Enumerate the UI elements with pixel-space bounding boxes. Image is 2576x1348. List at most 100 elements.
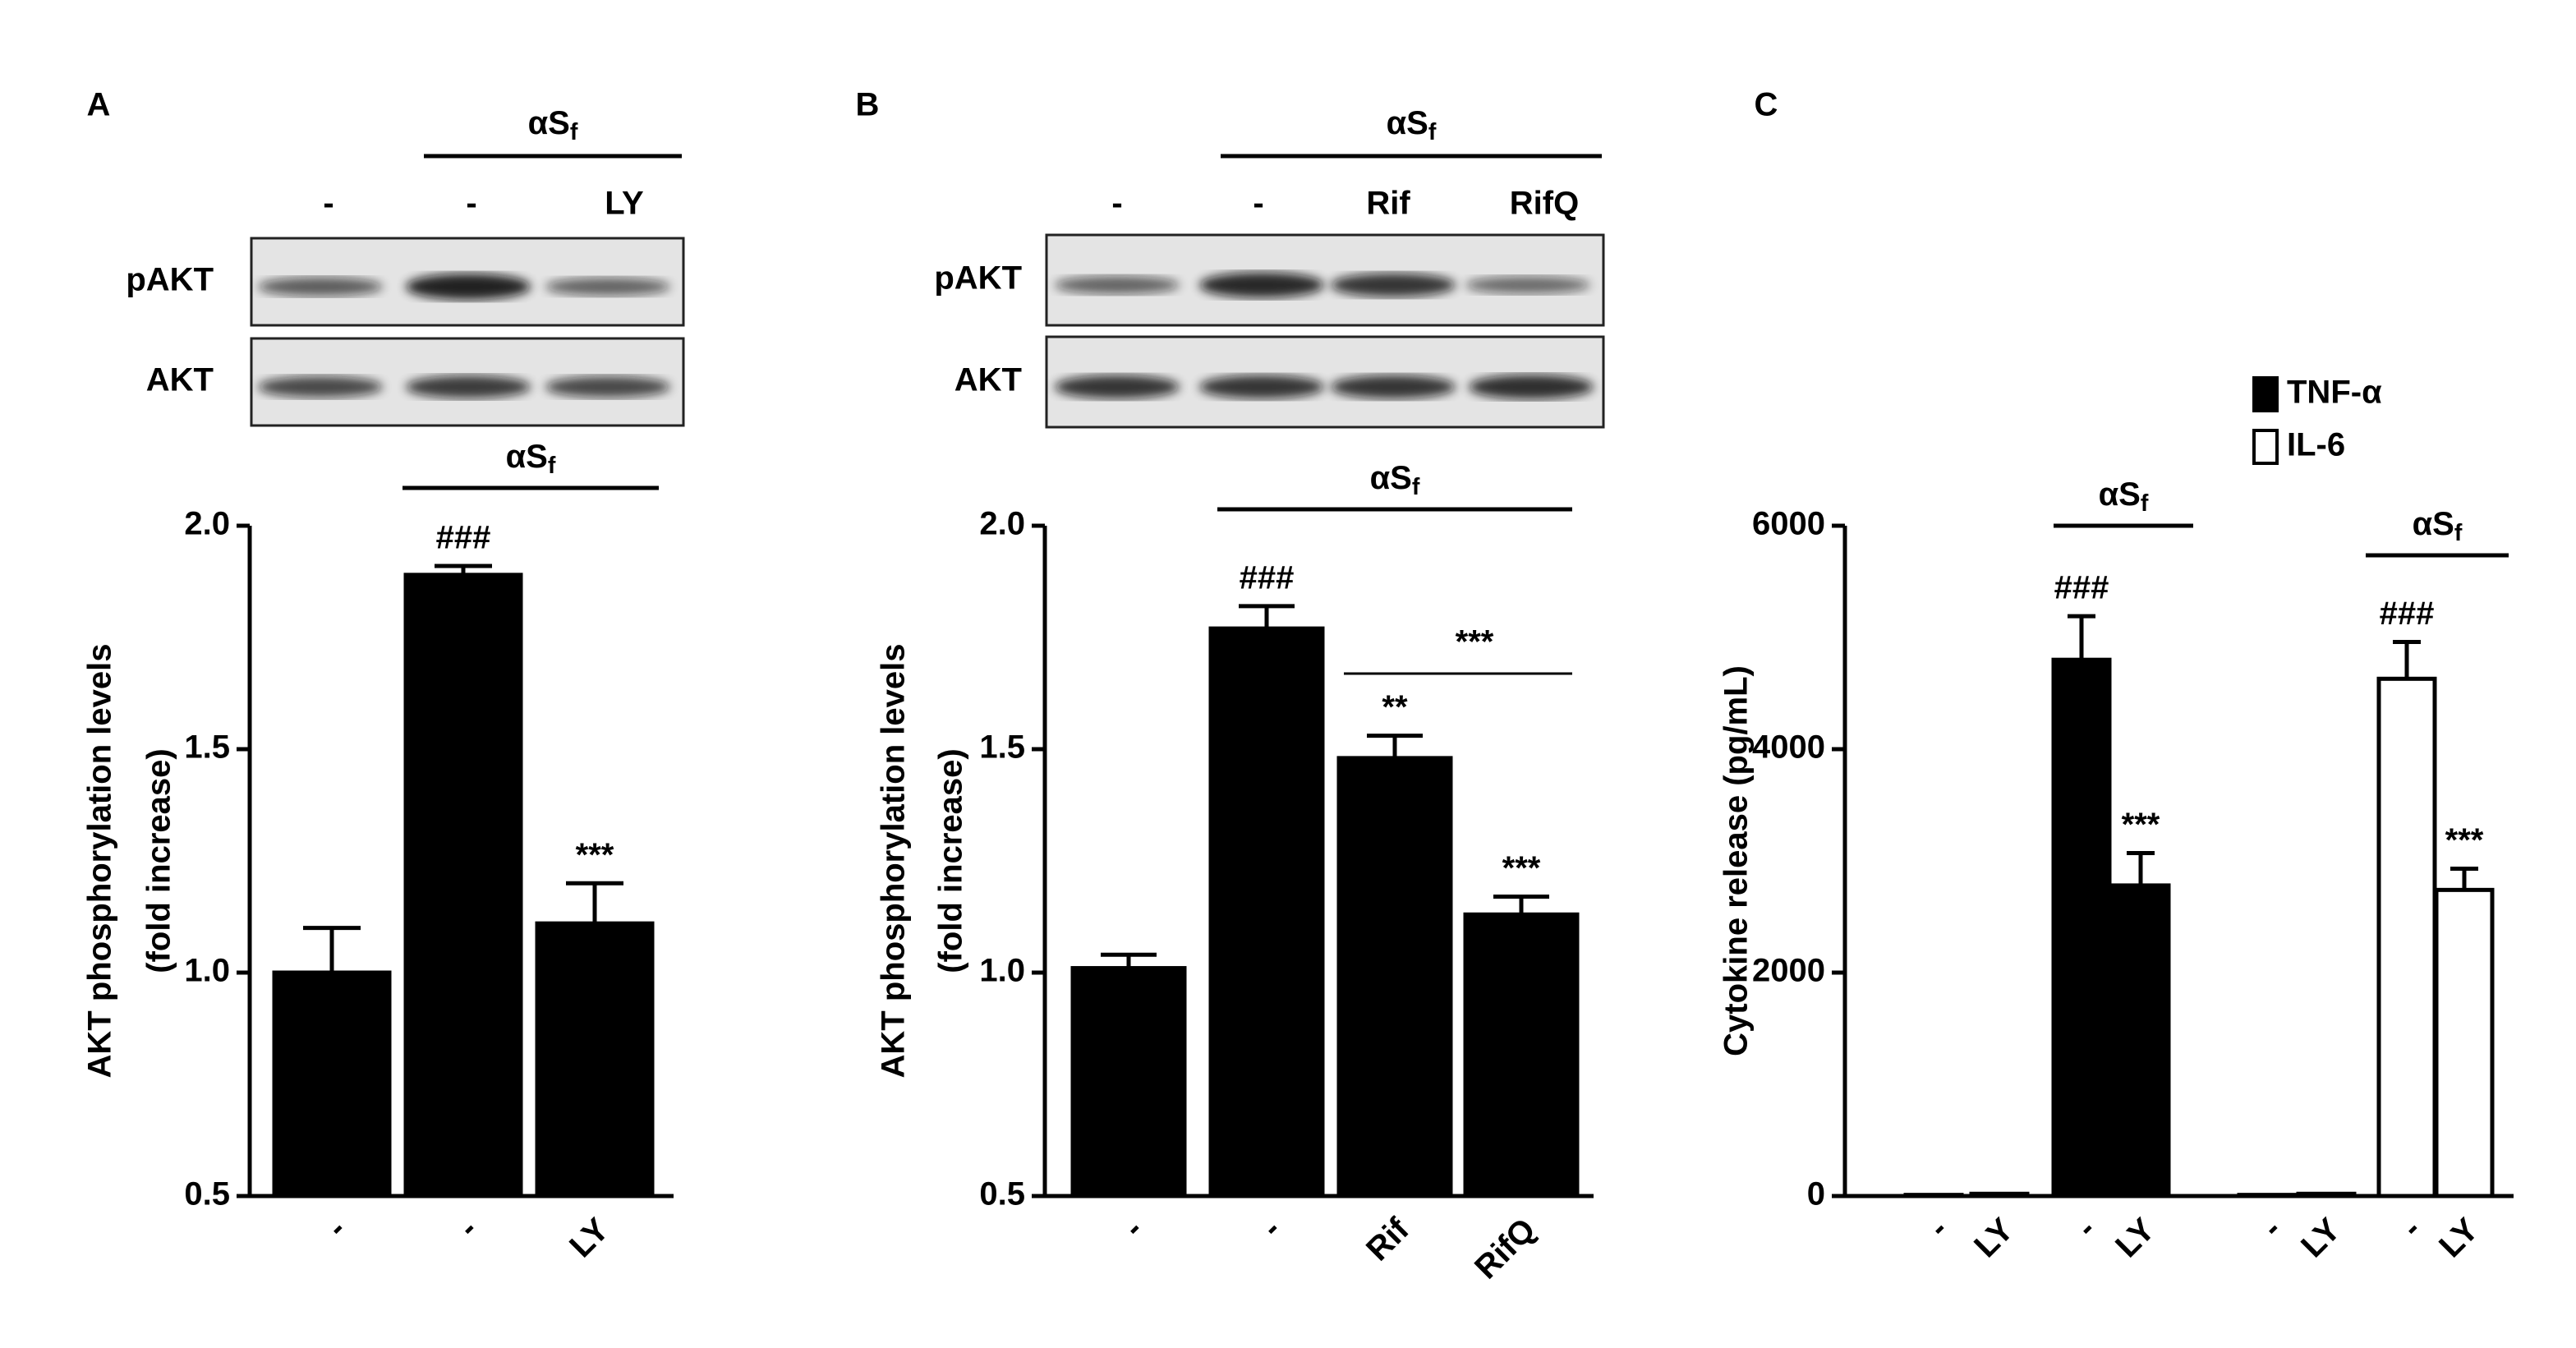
legend-label: IL-6 <box>2287 427 2345 463</box>
treatment-sub: f <box>548 453 556 479</box>
treatment-main: αS <box>2413 506 2454 542</box>
blot-band <box>1469 375 1594 399</box>
lane-label: - <box>1111 186 1122 222</box>
y-tick-label: 0.5 <box>184 1176 230 1212</box>
significance-label: ### <box>1240 559 1295 596</box>
significance-label: ** <box>1382 689 1408 725</box>
significance-label: ### <box>2054 570 2109 606</box>
y-axis-label: AKT phosphorylation levels <box>82 644 118 1079</box>
error-bar <box>435 564 492 575</box>
y-axis-label: Cytokine release (pg/mL) <box>1718 665 1755 1056</box>
y-tick-label: 6000 <box>1752 506 1825 542</box>
blot-band <box>1331 375 1456 399</box>
panel-label: C <box>1755 87 1778 123</box>
treatment-label: αSf <box>528 105 578 145</box>
x-tick-label: - <box>2394 1212 2428 1245</box>
lane-label: - <box>323 186 334 222</box>
treatment-main: αS <box>2099 476 2141 513</box>
bar <box>1208 626 1325 1198</box>
blot-band <box>258 277 383 297</box>
blot-band <box>1331 273 1456 297</box>
bar <box>2296 1191 2357 1198</box>
blot-row-label: pAKT <box>934 260 1022 297</box>
bar <box>2376 676 2437 1198</box>
error-bar <box>2068 614 2095 660</box>
y-tick-label: 1.0 <box>184 953 230 989</box>
blot-band <box>1199 272 1324 298</box>
treatment-sub: f <box>570 119 578 145</box>
y-axis-label: (fold increase) <box>141 748 177 973</box>
bar <box>272 970 392 1198</box>
blot-band <box>1465 276 1590 294</box>
significance-label: ### <box>436 520 491 556</box>
y-tick-label: 0 <box>1807 1176 1825 1212</box>
lane-label: RifQ <box>1510 186 1579 222</box>
blot-band <box>406 375 531 398</box>
x-tick-label: LY <box>2294 1212 2348 1265</box>
x-tick-label: - <box>1116 1212 1150 1245</box>
bar <box>2110 883 2171 1198</box>
blot-band <box>1199 375 1324 399</box>
treatment-sub: f <box>2141 490 2149 517</box>
x-tick-label: - <box>1921 1212 1955 1245</box>
treatment-main: αS <box>528 105 570 141</box>
y-tick-label: 2.0 <box>979 506 1025 542</box>
treatment-sub: f <box>1412 474 1420 500</box>
treatment-label: αSf <box>2413 506 2463 546</box>
treatment-label: αSf <box>506 439 556 479</box>
error-bar <box>1239 604 1295 629</box>
legend-label: TNF-α <box>2287 375 2382 411</box>
significance-label: *** <box>1502 850 1541 886</box>
treatment-main: αS <box>506 439 548 475</box>
blot-row-label: AKT <box>146 362 214 398</box>
lane-label: - <box>1253 186 1263 222</box>
significance-label: ### <box>2380 596 2435 632</box>
bar <box>535 921 655 1198</box>
y-tick-label: 1.5 <box>979 729 1025 766</box>
treatment-label: αSf <box>1387 105 1437 145</box>
lane-label: Rif <box>1366 186 1410 222</box>
lane-label: LY <box>605 186 644 222</box>
x-tick-label: RifQ <box>1468 1212 1543 1286</box>
significance-label: *** <box>2122 807 2160 843</box>
bar <box>1336 756 1453 1198</box>
bar <box>2237 1193 2298 1198</box>
y-tick-label: 2.0 <box>184 506 230 542</box>
blot-row-label: AKT <box>954 362 1022 398</box>
blot-row-label: pAKT <box>126 262 214 298</box>
bar <box>1070 966 1187 1198</box>
x-tick-label: LY <box>2432 1212 2486 1265</box>
blot-band <box>1055 276 1180 294</box>
bar <box>2434 887 2495 1198</box>
panel-label: B <box>856 87 880 123</box>
error-bar <box>566 881 623 924</box>
significance-label: *** <box>576 837 614 873</box>
blot-band <box>406 274 531 300</box>
y-tick-label: 1.5 <box>184 729 230 766</box>
bar <box>1463 912 1580 1198</box>
blot-band <box>1055 375 1180 399</box>
y-tick-label: 1.0 <box>979 953 1025 989</box>
significance-label: *** <box>2445 822 2484 858</box>
bar <box>2051 657 2112 1198</box>
blot-band <box>545 278 670 296</box>
blot-band <box>258 376 383 398</box>
error-bar <box>1493 895 1549 915</box>
comparison-label: *** <box>1456 624 1494 660</box>
error-bar <box>2127 850 2155 886</box>
legend-swatch <box>2252 376 2279 412</box>
error-bar <box>1101 952 1157 968</box>
x-tick-label: LY <box>563 1212 616 1265</box>
treatment-sub: f <box>1428 119 1437 145</box>
treatment-sub: f <box>2454 520 2463 546</box>
x-tick-label: - <box>2255 1212 2288 1245</box>
y-tick-label: 0.5 <box>979 1176 1025 1212</box>
x-tick-label: LY <box>1967 1212 2021 1265</box>
legend-swatch <box>2252 429 2279 465</box>
blot-band <box>545 376 670 398</box>
x-tick-label: Rif <box>1359 1211 1416 1267</box>
error-bar <box>2450 867 2478 890</box>
y-axis-label: AKT phosphorylation levels <box>876 644 912 1079</box>
error-bar <box>303 926 361 973</box>
